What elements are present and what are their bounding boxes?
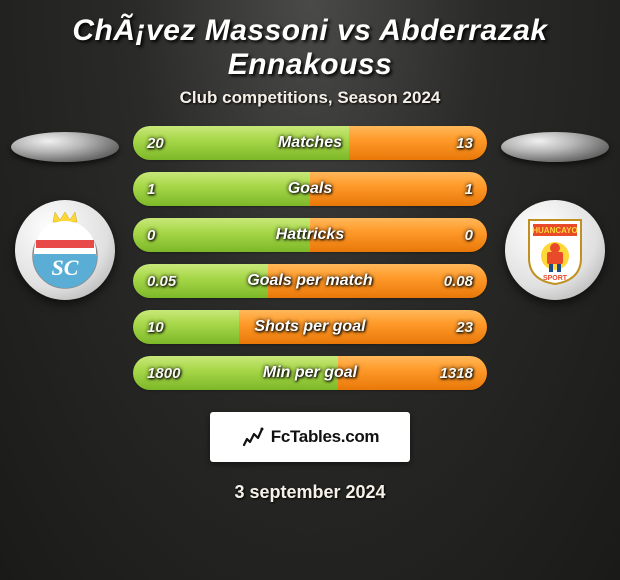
stat-bar-right-fill [310,218,487,252]
stat-bar: 10Shots per goal23 [133,310,487,344]
left-player-column: SC [8,126,121,300]
date-text: 3 september 2024 [0,482,620,503]
page-subtitle: Club competitions, Season 2024 [0,88,620,126]
stat-bar-left-fill [133,126,349,160]
stat-bar: 20Matches13 [133,126,487,160]
stat-value-right: 0 [465,218,473,252]
stat-bar: 0.05Goals per match0.08 [133,264,487,298]
stat-bar-right-fill [310,172,487,206]
stat-value-right: 13 [456,126,473,160]
svg-text:SC: SC [51,255,78,280]
fctables-text: FcTables.com [271,427,380,447]
stat-bar-left-fill [133,218,310,252]
sport-huancayo-crest-icon: HUANCAYO SPORT [523,214,587,286]
stat-bar-left-fill [133,172,310,206]
stat-value-right: 1318 [440,356,473,390]
sporting-cristal-crest-icon: SC [30,210,100,290]
stat-bar: 0Hattricks0 [133,218,487,252]
page-title: ChÃ¡vez Massoni vs Abderrazak Ennakouss [0,0,620,88]
right-player-column: HUANCAYO SPORT [499,126,612,300]
right-team-badge: HUANCAYO SPORT [505,200,605,300]
stat-value-left: 1 [147,172,155,206]
stat-value-right: 0.08 [444,264,473,298]
left-team-badge: SC [15,200,115,300]
svg-text:SPORT: SPORT [543,275,568,282]
stat-bar: 1800Min per goal1318 [133,356,487,390]
svg-text:HUANCAYO: HUANCAYO [533,226,579,235]
fctables-watermark: FcTables.com [210,412,410,462]
stat-bar-right-fill [239,310,487,344]
stat-value-right: 23 [456,310,473,344]
fctables-logo-icon [241,425,265,449]
stat-value-left: 1800 [147,356,180,390]
left-player-silhouette [11,132,119,162]
comparison-area: SC 20Matches13 1Goals1 0Hattricks0 0.05Goal… [0,126,620,390]
stat-value-left: 10 [147,310,164,344]
stat-bars-container: 20Matches13 1Goals1 0Hattricks0 0.05Goals p… [133,126,487,390]
stat-value-left: 0 [147,218,155,252]
stat-value-right: 1 [465,172,473,206]
stat-bar: 1Goals1 [133,172,487,206]
stat-value-left: 0.05 [147,264,176,298]
right-player-silhouette [501,132,609,162]
stat-value-left: 20 [147,126,164,160]
